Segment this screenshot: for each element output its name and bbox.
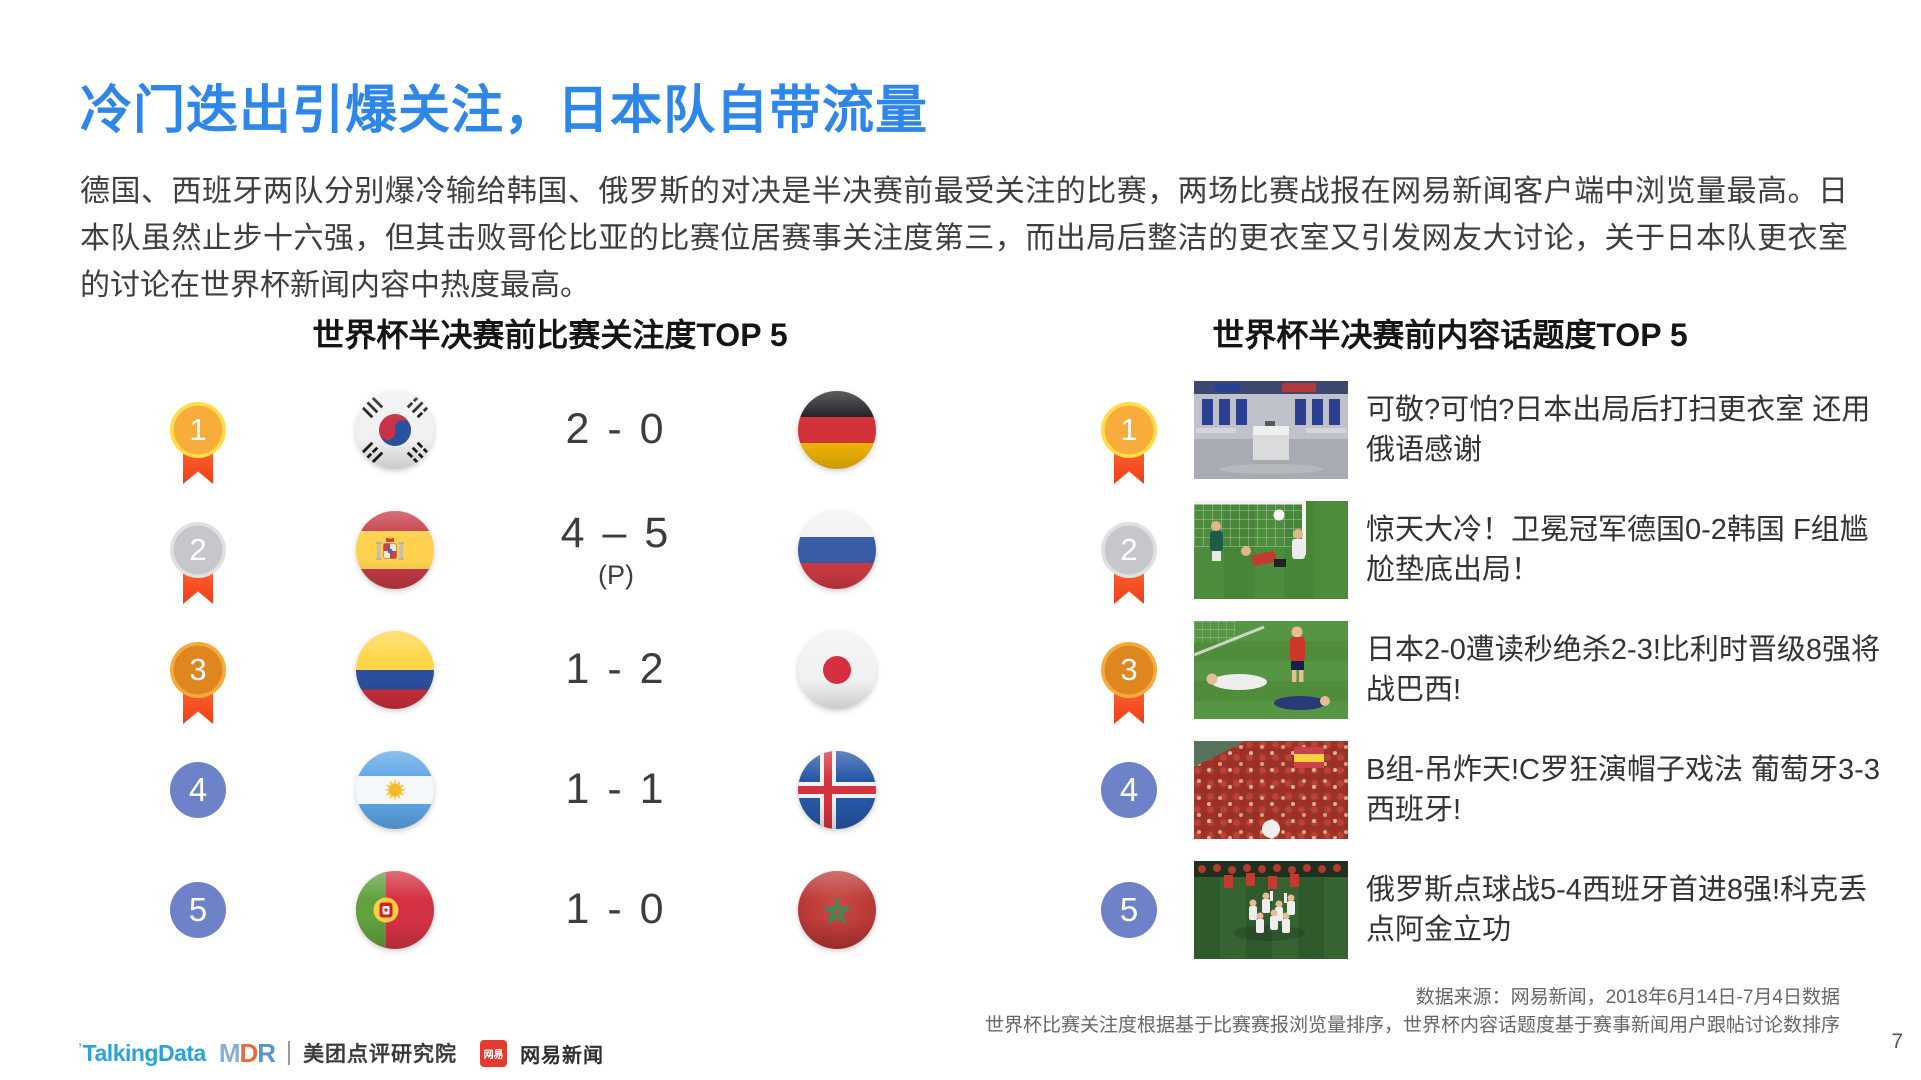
news-row-4: 4 B组-吊炸天!C罗狂演帽子戏法 葡萄牙3-3西班牙!: [1085, 730, 1905, 850]
news-headline: 可敬?可怕?日本出局后打扫更衣室 还用俄语感谢: [1366, 394, 1871, 466]
news-row-5: 5 俄罗斯点球战5-4西班牙首进8强!科克丢点阿金立功: [1085, 850, 1905, 970]
news-headline: B组-吊炸天!C罗狂演帽子戏法 葡萄牙3-3西班牙!: [1366, 754, 1880, 826]
score-5: 1 - 0: [565, 884, 667, 933]
news-row-3: 3 日本2-0遭读秒绝杀2-3!比利时晋级8强将战巴西!: [1085, 610, 1905, 730]
gold-medal-icon: 1: [170, 402, 226, 484]
morocco-flag-icon: [798, 871, 876, 949]
news-headline: 日本2-0遭读秒绝杀2-3!比利时晋级8强将战巴西!: [1366, 634, 1881, 706]
silver-medal-icon: 2: [1101, 522, 1157, 604]
netease-news-logo: 网易新闻: [520, 1044, 605, 1067]
rank-circle: 4: [1101, 762, 1157, 818]
russia-spain-celebration-photo: [1194, 861, 1348, 959]
news-row-2: 2 惊天大冷！卫冕冠军德国0-2韩国 F组尴尬垫底出局！: [1085, 490, 1905, 610]
rank-number: 3: [189, 652, 207, 687]
rank-number: 1: [189, 412, 207, 447]
germany-flag-icon: [798, 391, 876, 469]
spain-flag-icon: [356, 511, 434, 589]
colombia-flag-icon: [356, 631, 434, 709]
rank-number: 2: [189, 532, 207, 567]
rank-circle: 4: [170, 762, 226, 818]
talkingdata-logo: ’TalkingData: [78, 1039, 206, 1066]
match-row-4: 4 1 - 1: [140, 730, 940, 850]
bronze-medal-icon: 3: [1101, 642, 1157, 724]
talkingdata-tick-icon: ’: [78, 1039, 82, 1057]
intro-paragraph: 德国、西班牙两队分别爆冷输给韩国、俄罗斯的对决是半决赛前最受关注的比赛，两场比赛…: [80, 175, 1848, 302]
news-row-1: 1 可敬?可怕?日本出局后打扫更衣室 还用俄语感谢: [1085, 370, 1905, 490]
rank-circle: 5: [170, 882, 226, 938]
match-row-5: 5 1 - 0: [140, 850, 940, 970]
russia-flag-icon: [798, 511, 876, 589]
page-title: 冷门迭出引爆关注，日本队自带流量: [80, 82, 929, 140]
score-2: 4 – 5 (P): [560, 509, 672, 590]
iceland-flag-icon: [798, 751, 876, 829]
methodology-note: 世界杯比赛关注度根据基于比赛赛报浏览量排序，世界杯内容话题度基于赛事新闻用户跟帖…: [984, 1015, 1840, 1036]
rank-number: 1: [1120, 412, 1138, 447]
score-3: 1 - 2: [565, 644, 667, 693]
silver-medal-icon: 2: [170, 522, 226, 604]
portugal-spain-fans-photo: [1194, 741, 1348, 839]
portugal-flag-icon: [356, 871, 434, 949]
germany-korea-goal-photo: [1194, 501, 1348, 599]
score-1: 2 - 0: [565, 404, 667, 453]
netease-logo-icon: 网易: [480, 1039, 508, 1067]
bronze-medal-icon: 3: [170, 642, 226, 724]
score-4: 1 - 1: [565, 764, 667, 813]
match-row-1: 1 2 - 0: [140, 370, 940, 490]
page-number: 7: [1891, 1030, 1903, 1053]
data-source-note: 数据来源：网易新闻，2018年6月14日-7月4日数据: [1415, 987, 1840, 1008]
south-korea-flag-icon: [356, 391, 434, 469]
gold-medal-icon: 1: [1101, 402, 1157, 484]
left-panel-title: 世界杯半决赛前比赛关注度TOP 5: [312, 317, 788, 353]
right-panel-title: 世界杯半决赛前内容话题度TOP 5: [1212, 317, 1688, 353]
rank-number: 2: [1120, 532, 1138, 567]
rank-circle: 5: [1101, 882, 1157, 938]
match-row-2: 2 4 – 5 (P): [140, 490, 940, 610]
footer-logos: ’TalkingData MDR 美团点评研究院 网易 网易新闻: [78, 1038, 604, 1068]
mdr-logo: MDR: [218, 1037, 276, 1068]
japan-flag-icon: [798, 631, 876, 709]
logo-divider: [288, 1041, 291, 1065]
match-row-3: 3 1 - 2: [140, 610, 940, 730]
japan-locker-room-photo: [1194, 381, 1348, 479]
japan-belgium-match-photo: [1194, 621, 1348, 719]
argentina-flag-icon: [356, 751, 434, 829]
news-headline: 俄罗斯点球战5-4西班牙首进8强!科克丢点阿金立功: [1366, 874, 1868, 946]
news-headline: 惊天大冷！卫冕冠军德国0-2韩国 F组尴尬垫底出局！: [1366, 514, 1869, 586]
meituan-dianping-institute-logo: 美团点评研究院: [303, 1043, 458, 1066]
rank-number: 3: [1120, 652, 1138, 687]
